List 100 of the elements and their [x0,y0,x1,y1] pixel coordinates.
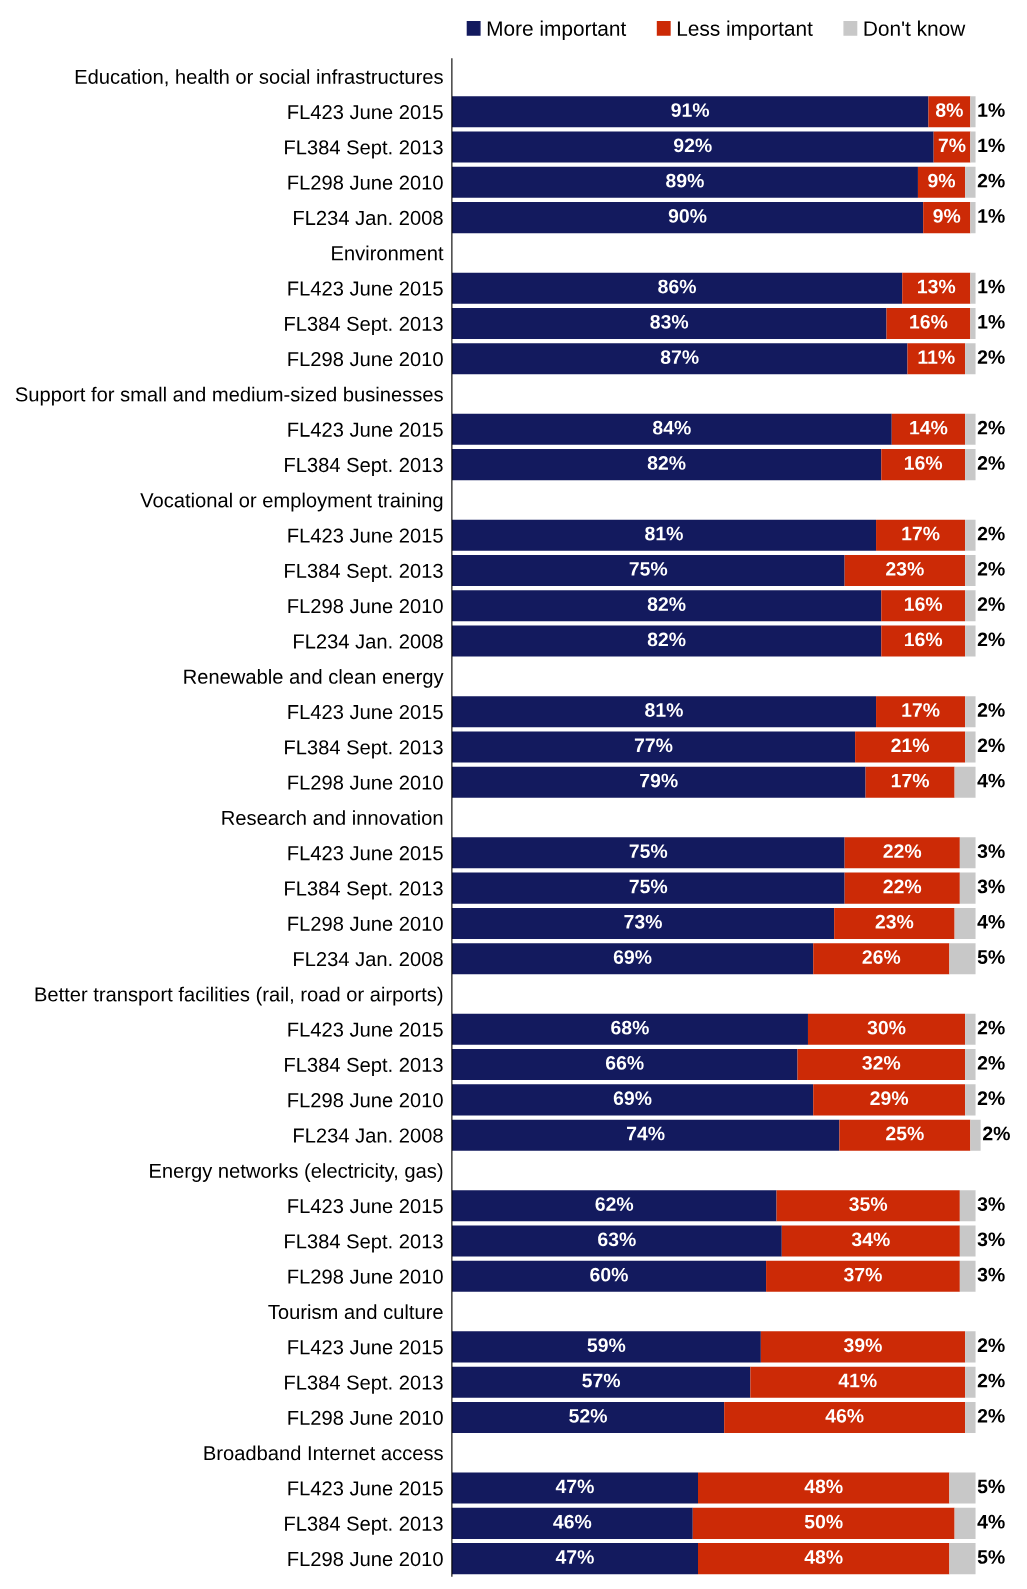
data-label: 84% [652,420,691,435]
bar [451,872,845,904]
data-label: 47% [555,1550,594,1564]
y-tick-label: FL298 June 2010 [288,175,443,190]
y-tick-label: Vocational or employment training [140,492,443,512]
data-label: 82% [647,597,686,612]
data-label: 29% [870,1091,909,1106]
bar [451,1366,751,1398]
bar [750,1366,966,1398]
data-label: 17% [902,703,940,717]
data-label: 30% [867,1020,906,1035]
bar [965,413,976,445]
data-label: 74% [627,1126,665,1141]
bar [451,1507,693,1539]
data-label: 14% [910,420,948,435]
y-tick-label: Broadband Internet access [204,1445,443,1461]
data-label: 73% [624,914,662,929]
data-label: 2% [977,1338,1005,1353]
data-label: 2% [977,1056,1005,1070]
data-label: 23% [875,914,914,929]
y-tick-label: FL384 Sept. 2013 [285,1516,443,1535]
y-tick-label: FL423 June 2015 [288,704,443,720]
y-tick-label: Better transport facilities (rail, road or airports) [35,986,443,1006]
y-tick-label: FL423 June 2015 [288,1340,443,1355]
bar [965,1401,976,1434]
data-label: 9% [933,209,961,223]
data-label: 92% [673,138,712,153]
data-label: 2% [977,632,1005,647]
data-label: 3% [977,1232,1005,1247]
bar [959,1225,976,1257]
y-tick-label: Research and innovation [222,810,443,826]
data-label: 2% [977,350,1005,364]
bar [451,943,814,975]
bar [451,1049,798,1081]
bar [965,1366,976,1398]
data-label: 48% [804,1479,843,1494]
y-tick-label: FL423 June 2015 [288,528,443,543]
y-tick-label: FL298 June 2010 [288,916,443,931]
bar [902,272,971,304]
data-label: 2% [977,1020,1005,1035]
bar [451,1225,782,1257]
data-label: 8% [935,103,963,117]
bar [965,1049,976,1081]
data-label: 25% [886,1126,924,1141]
y-tick-label: FL234 Jan. 2008 [294,1128,443,1143]
data-label: 90% [668,209,707,223]
data-label: 69% [613,950,652,964]
bar [965,166,976,198]
bar [839,1119,971,1151]
bar [692,1507,955,1539]
bar [881,625,966,657]
y-tick-label: FL298 June 2010 [288,599,443,614]
bar [451,449,882,481]
y-tick-label: Tourism and culture [268,1304,443,1320]
data-label: 60% [590,1267,628,1282]
bar [970,272,976,304]
data-label: 3% [977,1197,1005,1211]
bar [965,696,976,728]
data-label: 79% [640,773,678,788]
bar [451,696,877,728]
bar [807,1013,966,1045]
data-label: 50% [804,1514,843,1529]
data-label: 32% [862,1056,901,1070]
y-tick-label: FL423 June 2015 [288,281,443,296]
data-label: 11% [918,350,955,364]
data-label: 4% [977,773,1005,788]
bar [965,1331,976,1363]
data-label: 13% [918,279,956,294]
y-tick-label: FL384 Sept. 2013 [285,457,443,477]
bar [965,1013,976,1045]
y-tick-label: FL384 Sept. 2013 [285,316,443,335]
data-label: 7% [938,138,966,153]
bar [451,766,866,798]
bar [451,202,924,234]
bar [451,343,908,375]
data-label: 1% [978,209,1005,223]
bar [451,1260,767,1292]
y-tick-label: FL298 June 2010 [288,1551,443,1567]
bar [451,590,882,622]
data-label: 9% [928,173,956,188]
data-label: 87% [660,350,699,364]
y-tick-label: FL384 Sept. 2013 [285,881,443,900]
bar [776,1190,960,1222]
y-tick-label: Energy networks (electricity, gas) [150,1163,443,1182]
y-tick-label: FL423 June 2015 [288,1022,443,1037]
bar [451,1331,761,1363]
y-tick-label: FL384 Sept. 2013 [285,563,443,582]
bar [698,1472,950,1504]
data-label: 2% [977,703,1005,717]
bar [766,1260,960,1292]
bar [949,943,976,975]
data-label: 17% [902,526,940,541]
data-label: 5% [977,950,1005,964]
data-label: 91% [671,103,710,117]
data-label: 16% [904,597,943,612]
bar [451,96,929,128]
bar [451,166,918,198]
data-label: 82% [647,632,686,647]
data-label: 16% [904,456,943,470]
y-tick-label: Support for small and medium-sized businesses [15,386,443,406]
